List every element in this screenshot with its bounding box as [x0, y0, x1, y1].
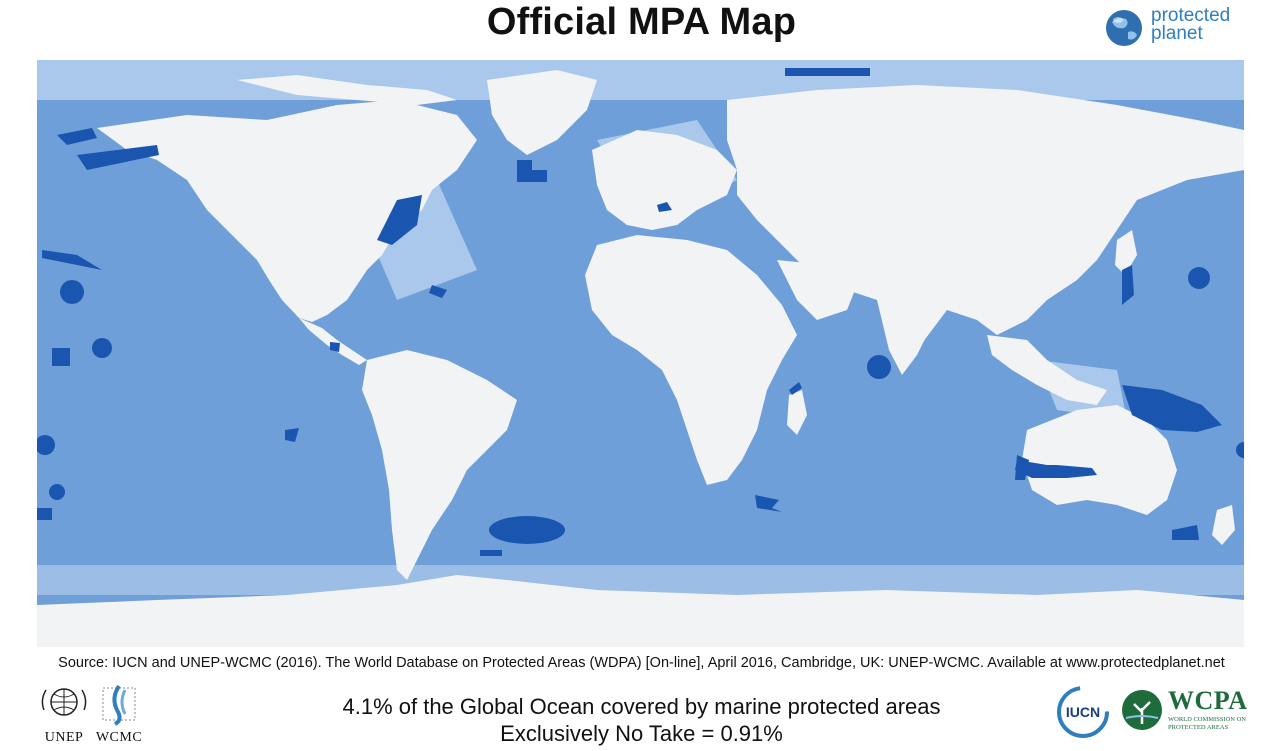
source-citation: Source: IUCN and UNEP-WCMC (2016). The W…	[58, 655, 1225, 671]
land-southeast-asia	[987, 335, 1107, 405]
iucn-logo: IUCN	[1055, 684, 1111, 740]
land-madagascar	[787, 390, 807, 435]
mpa-south-orkney	[480, 550, 502, 556]
mpa-southern-ocean-nz	[1172, 525, 1199, 540]
land-new-zealand	[1212, 505, 1235, 545]
mpa-south-australia	[1015, 460, 1097, 478]
land-australia	[1022, 405, 1177, 515]
land-south-america	[362, 350, 517, 580]
wcmc-emblem-icon	[102, 684, 136, 726]
mpa-arctic-bar	[785, 68, 870, 76]
land-antarctica	[37, 575, 1244, 647]
land-arabia	[777, 260, 857, 320]
mpa-kerguelen	[755, 495, 782, 512]
mpa-east-pacific	[37, 435, 55, 455]
protected-planet-wordmark: protected planet	[1151, 5, 1231, 44]
unep-emblem-icon	[41, 688, 87, 716]
mpa-aleutian	[57, 128, 97, 145]
mpa-caribbean	[429, 285, 447, 298]
mpa-mediterranean	[657, 202, 672, 212]
globe-icon	[1106, 10, 1142, 46]
mpa-south-atlantic	[285, 428, 299, 442]
world-mpa-map	[37, 60, 1244, 647]
no-take-statement: Exclusively No Take = 0.91%	[500, 721, 783, 746]
southern-ocean-band	[37, 565, 1244, 595]
land-india	[877, 300, 932, 375]
mpa-south-georgia	[489, 516, 565, 544]
land-europe	[592, 130, 737, 230]
mpa-chagos	[867, 355, 891, 379]
wcpa-tree-icon	[1122, 690, 1162, 730]
mpa-kermadec	[1236, 442, 1244, 458]
land-north-america	[97, 100, 477, 322]
land-central-america	[299, 318, 367, 365]
mpa-galapagos	[330, 342, 340, 352]
mpa-hawaii	[42, 250, 102, 270]
iucn-emblem-icon: IUCN	[1057, 686, 1109, 738]
protected-planet-logo: protected planet	[1104, 6, 1274, 50]
mpa-mozambique	[789, 382, 802, 395]
mpa-east-pacific	[49, 484, 65, 500]
mpa-east-pacific-box	[37, 508, 52, 520]
mpa-north-atlantic	[517, 160, 547, 182]
unep-logo: UNEP	[34, 682, 94, 746]
mpa-us-east-coast	[377, 195, 422, 245]
land-japan	[1115, 230, 1137, 275]
land-arctic-islands	[237, 75, 457, 105]
marine-protected-areas	[37, 68, 1244, 556]
mpa-alaska	[77, 145, 159, 170]
mpa-pacific-circle	[92, 338, 112, 358]
mpa-coral-sea	[1122, 385, 1222, 432]
wcmc-logo: WCMC	[91, 682, 147, 746]
land-greenland	[487, 70, 597, 155]
mpa-marianas-trench	[1122, 265, 1134, 305]
land-africa	[585, 235, 797, 485]
svg-text:IUCN: IUCN	[1066, 704, 1100, 720]
mpa-pacific-circle	[60, 280, 84, 304]
map-title: Official MPA Map	[486, 1, 797, 43]
mpa-pacific-box	[52, 348, 70, 366]
land-asia	[727, 85, 1244, 350]
arctic-ocean-band	[37, 60, 1244, 100]
coverage-statement: 4.1% of the Global Ocean covered by mari…	[342, 694, 941, 719]
mpa-marianas	[1188, 267, 1210, 289]
wcpa-logo: WCPA WORLD COMMISSION ON PROTECTED AREAS	[1120, 686, 1250, 742]
